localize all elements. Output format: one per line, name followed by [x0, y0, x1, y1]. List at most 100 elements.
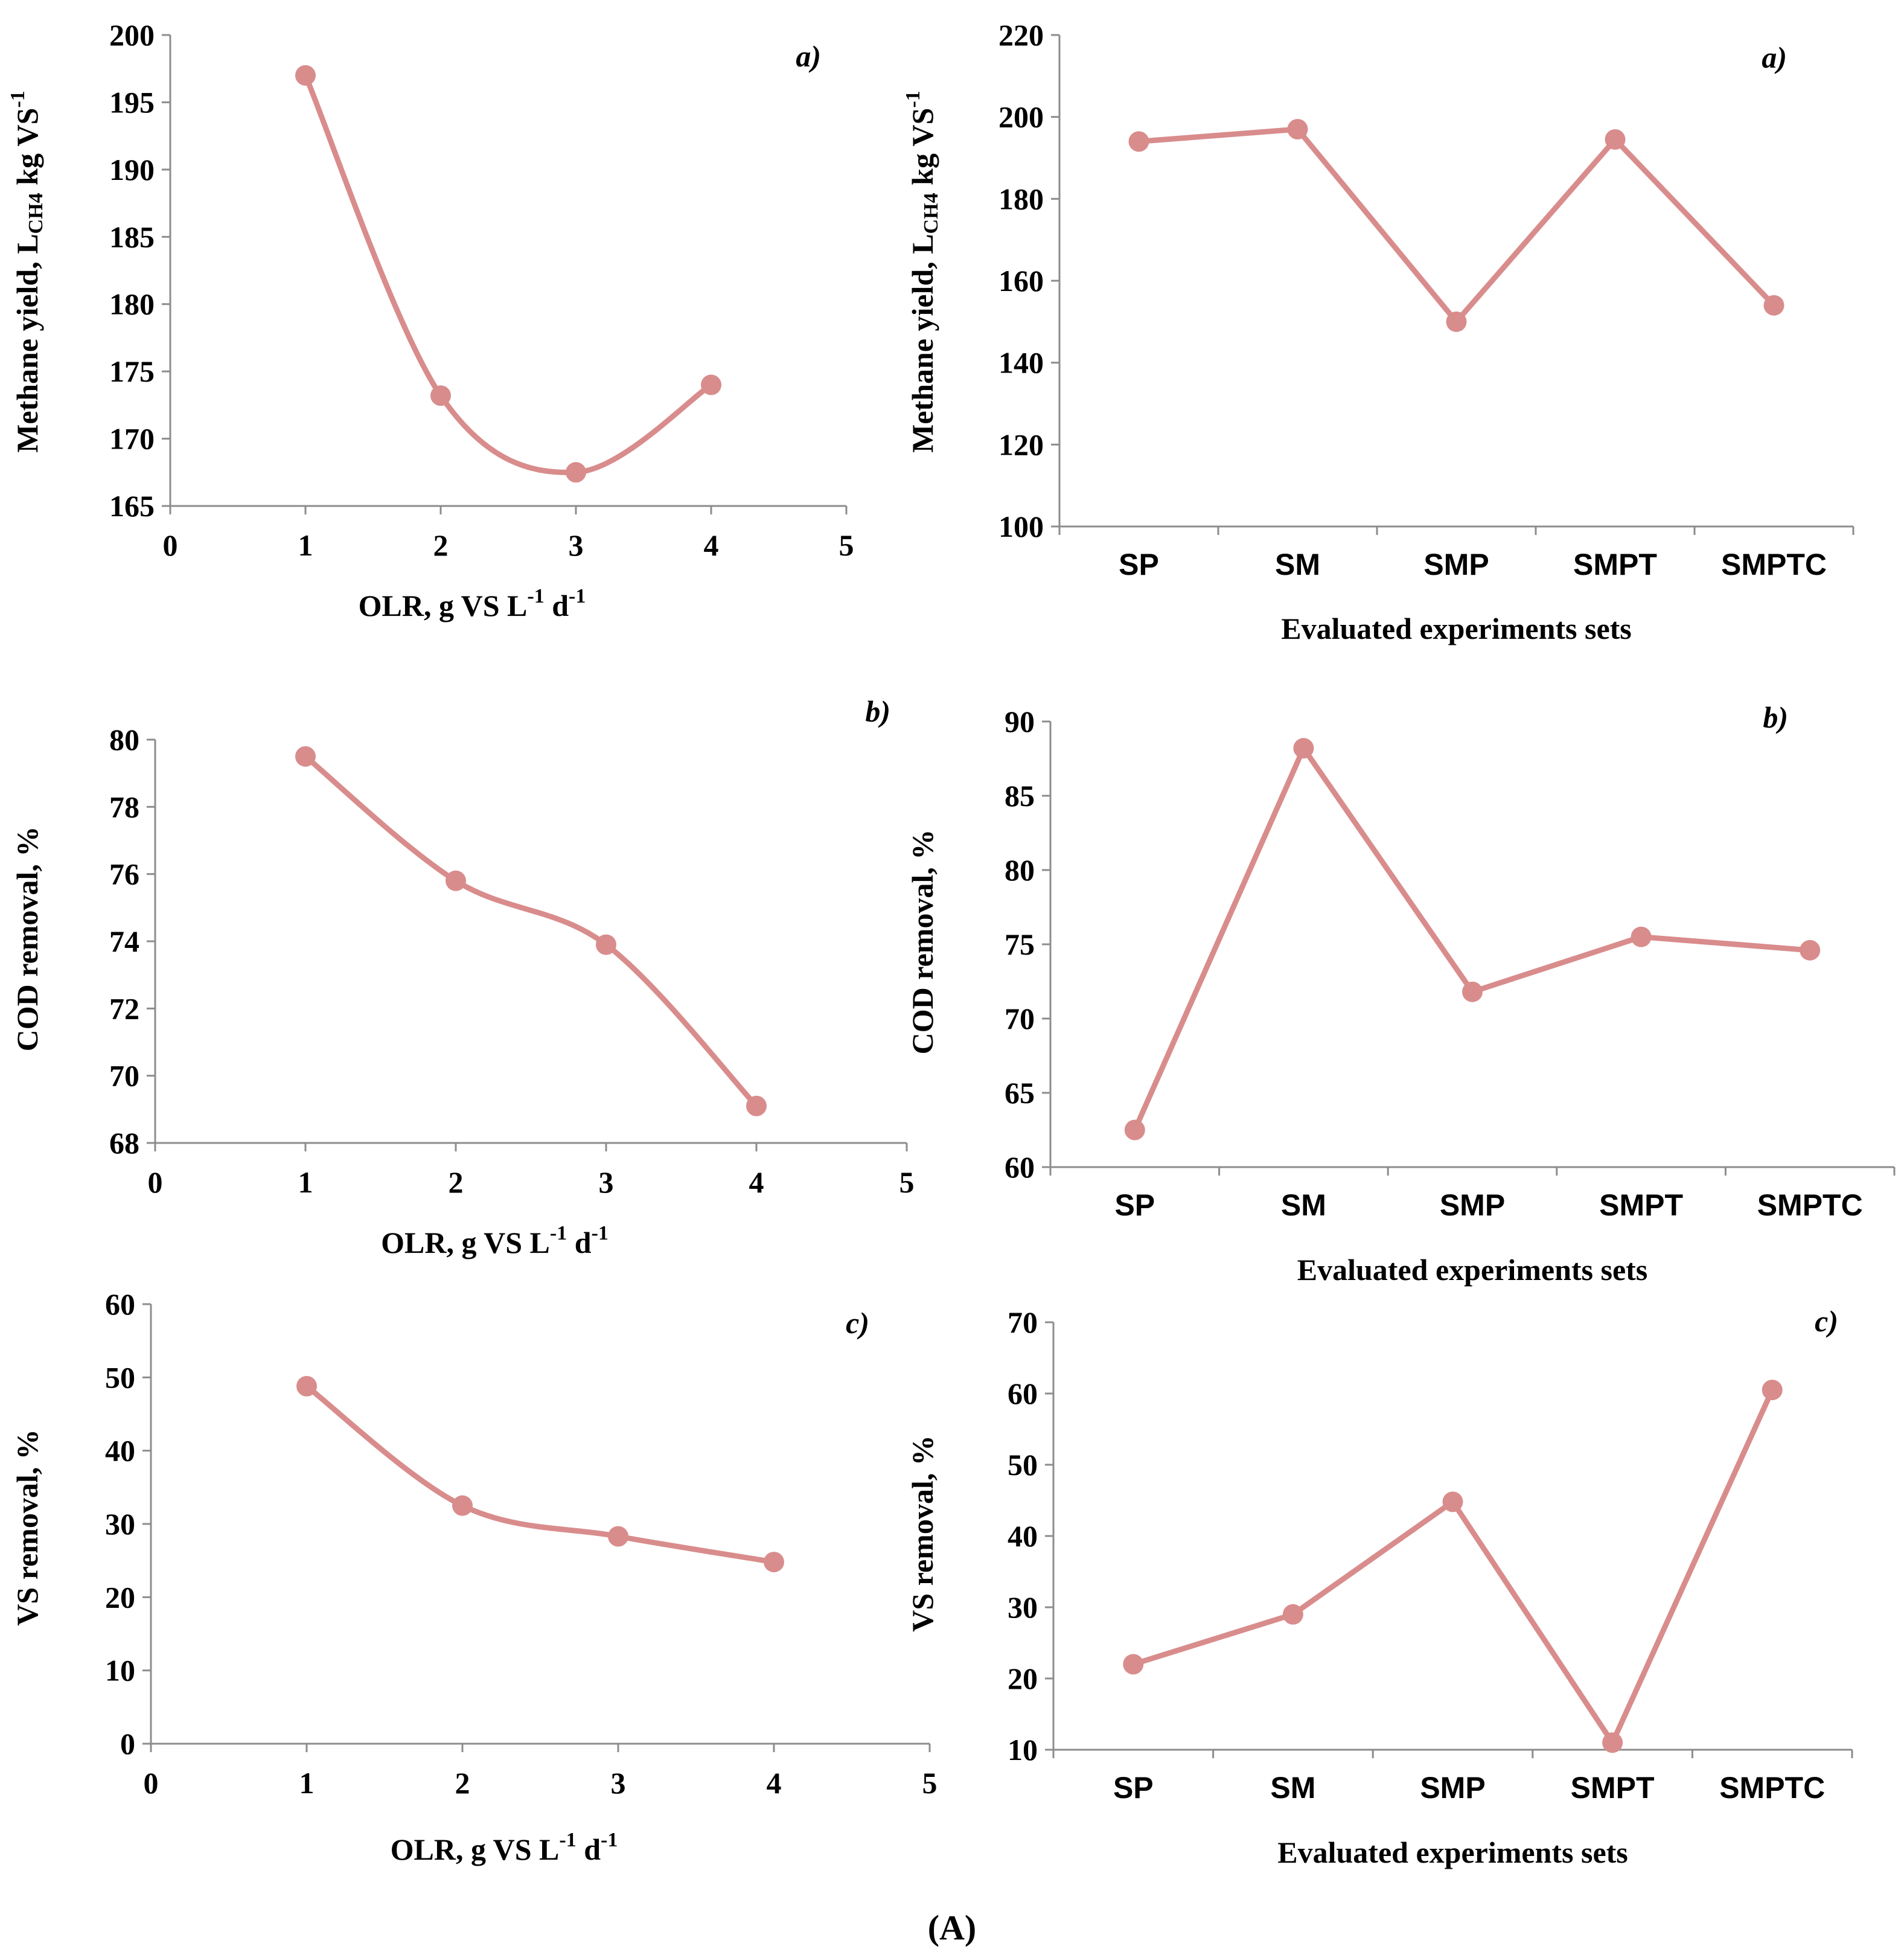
panel-label: c) — [846, 1306, 869, 1340]
data-point — [608, 1526, 628, 1547]
x-tick-label: 3 — [611, 1766, 626, 1800]
x-axis-label: Evaluated experiments sets — [1297, 1253, 1648, 1287]
x-tick-label: 5 — [839, 528, 854, 562]
x-tick-label: 0 — [163, 528, 178, 562]
data-point — [1446, 311, 1467, 332]
series-line — [1136, 126, 1777, 325]
y-tick-label: 40 — [105, 1434, 135, 1468]
x-axis-label: OLR, g VS L-1 d-1 — [391, 1829, 618, 1866]
y-tick-label: 60 — [105, 1287, 135, 1321]
x-category-label: SMPT — [1573, 548, 1657, 581]
data-point — [1287, 119, 1308, 140]
y-tick-label: 50 — [1008, 1448, 1038, 1482]
panel-label: a) — [796, 39, 821, 73]
x-axis-label: OLR, g VS L-1 d-1 — [359, 585, 586, 622]
y-tick-label: 10 — [105, 1654, 135, 1688]
series-line — [302, 754, 759, 1109]
data-point — [1282, 1604, 1303, 1625]
y-tick-label: 10 — [1008, 1733, 1038, 1767]
y-tick-label: 100 — [998, 510, 1044, 543]
y-axis-label: VS removal, % — [906, 1435, 939, 1631]
chart-olr-cod: 68 70 72 74 76 78 80 0 1 2 3 4 5 b) COD removal, % OLR,… — [10, 694, 915, 1259]
y-tick-label: 90 — [1005, 705, 1035, 738]
y-tick-label: 70 — [109, 1059, 139, 1093]
x-tick-label: 0 — [144, 1766, 159, 1800]
x-tick-label: 4 — [767, 1766, 782, 1800]
x-category-label: SM — [1270, 1771, 1315, 1805]
x-tick-label: 2 — [455, 1766, 470, 1800]
x-category-label: SP — [1114, 1188, 1155, 1222]
y-tick-label: 60 — [1008, 1377, 1038, 1410]
data-point — [1293, 738, 1314, 759]
series-line — [304, 1383, 777, 1565]
data-point — [1763, 295, 1784, 316]
y-tick-label: 120 — [998, 427, 1044, 461]
chart-olr-vs: 0 10 20 30 40 50 60 0 1 2 3 4 5 c) VS removal, % OLR, g… — [10, 1287, 938, 1866]
panel-label: a) — [1762, 40, 1787, 74]
x-category-label: SMPTC — [1719, 1771, 1825, 1805]
y-tick-label: 80 — [109, 723, 139, 757]
y-tick-label: 70 — [1005, 1002, 1035, 1035]
y-tick-label: 190 — [109, 153, 155, 187]
y-tick-label: 170 — [109, 422, 155, 456]
data-point — [1631, 926, 1652, 947]
panel-label: b) — [865, 694, 890, 728]
y-tick-label: 175 — [109, 354, 155, 388]
y-tick-label: 65 — [1005, 1076, 1035, 1110]
y-tick-label: 0 — [120, 1727, 135, 1761]
data-point — [596, 934, 616, 955]
x-category-label: SMPTC — [1757, 1188, 1863, 1222]
data-point — [295, 746, 316, 767]
x-tick-label: 1 — [299, 1766, 315, 1800]
x-axis-label: Evaluated experiments sets — [1277, 1835, 1628, 1869]
y-tick-label: 40 — [1008, 1519, 1038, 1553]
x-category-label: SMPT — [1571, 1771, 1655, 1805]
x-tick-label: 4 — [749, 1165, 764, 1199]
chart-sets-cod: 60 65 70 75 80 85 90 SP SM SMP SMPT SMPTC b) COD remo… — [906, 700, 1896, 1287]
y-tick-label: 68 — [109, 1126, 139, 1160]
data-point — [1442, 1491, 1463, 1512]
x-tick-label: 2 — [433, 528, 449, 562]
y-tick-label: 30 — [105, 1507, 135, 1541]
x-tick-label: 4 — [704, 528, 719, 562]
x-tick-label: 3 — [599, 1165, 614, 1199]
y-axis-label: VS removal, % — [10, 1429, 44, 1625]
data-point — [1602, 1732, 1623, 1753]
data-point — [296, 1375, 317, 1397]
y-tick-label: 78 — [109, 790, 139, 824]
x-category-label: SMP — [1440, 1188, 1505, 1222]
data-point — [430, 385, 451, 406]
data-point — [1128, 131, 1149, 152]
x-category-label: SP — [1113, 1771, 1154, 1805]
y-tick-label: 50 — [105, 1360, 135, 1394]
y-axis-label: COD removal, % — [906, 830, 939, 1055]
series-line — [1130, 1387, 1775, 1746]
data-point — [452, 1495, 473, 1516]
y-tick-label: 80 — [1005, 853, 1035, 887]
panel-label: c) — [1815, 1304, 1838, 1338]
data-point — [746, 1095, 767, 1116]
x-tick-label: 3 — [569, 528, 584, 562]
series-line — [1132, 745, 1813, 1133]
figure-caption: (A) — [928, 1908, 977, 1947]
y-tick-label: 72 — [109, 991, 139, 1025]
y-tick-label: 20 — [105, 1580, 135, 1614]
x-category-label: SMPTC — [1721, 548, 1827, 581]
y-tick-label: 180 — [109, 287, 155, 321]
y-tick-label: 165 — [109, 489, 155, 523]
chart-sets-methane: 100 120 140 160 180 200 220 SP SM SMP SMPT SMPTC a) M… — [902, 18, 1854, 645]
data-point — [446, 870, 466, 891]
y-axis-label: COD removal, % — [10, 827, 44, 1052]
data-point — [764, 1552, 784, 1573]
x-tick-label: 2 — [449, 1165, 464, 1199]
y-tick-label: 200 — [109, 18, 155, 52]
x-axis-label: OLR, g VS L-1 d-1 — [381, 1222, 609, 1259]
x-tick-label: 5 — [922, 1766, 938, 1800]
data-point — [1800, 939, 1821, 961]
data-point — [1123, 1654, 1144, 1675]
x-category-label: SM — [1275, 548, 1320, 581]
y-tick-label: 74 — [109, 924, 139, 958]
y-tick-label: 195 — [109, 85, 155, 119]
y-axis-label: Methane yield, LCH4 kg VS-1 — [7, 91, 47, 453]
